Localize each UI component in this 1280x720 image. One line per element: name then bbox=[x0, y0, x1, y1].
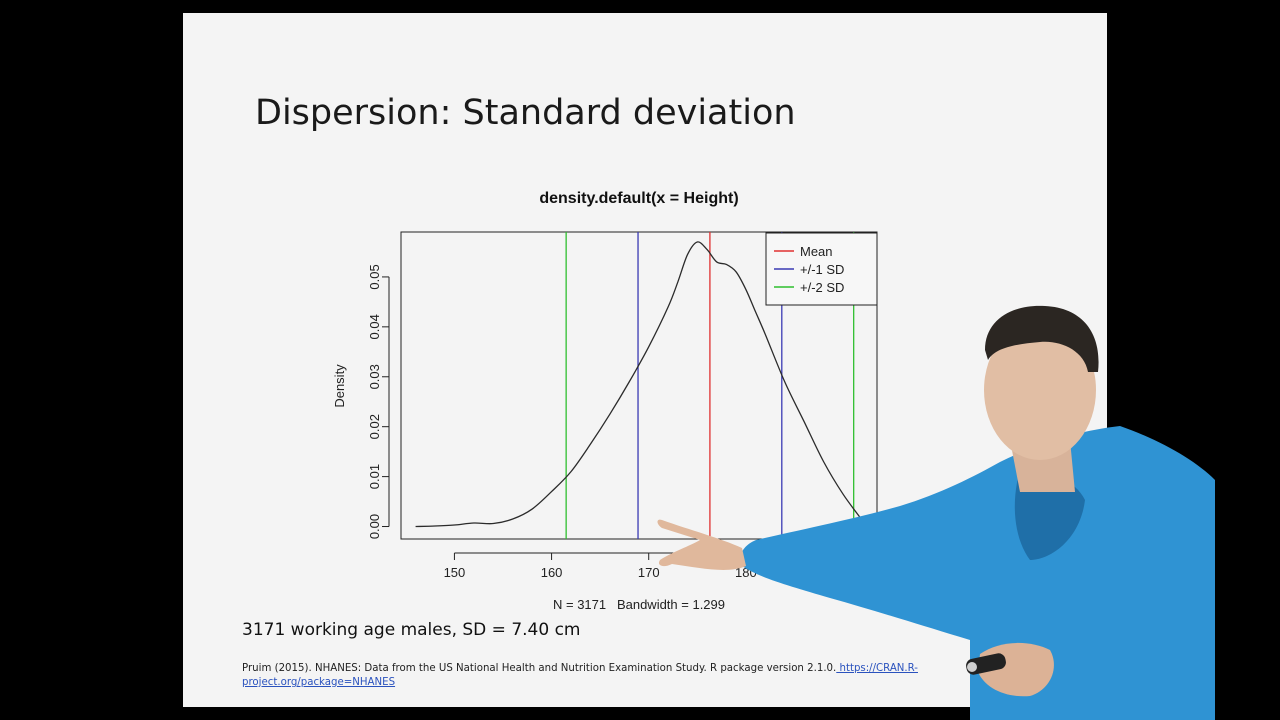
y-tick-label: 0.05 bbox=[367, 264, 382, 289]
x-axis-label: N = 3171 Bandwidth = 1.299 bbox=[553, 597, 725, 612]
y-tick-label: 0.03 bbox=[367, 364, 382, 389]
slide-caption: 3171 working age males, SD = 7.40 cm bbox=[242, 620, 581, 640]
presenter-hoodie bbox=[740, 426, 1215, 720]
chart-legend: Mean +/-1 SD +/-2 SD bbox=[765, 232, 878, 306]
slide-title: Dispersion: Standard deviation bbox=[255, 93, 796, 133]
x-tick-label: 160 bbox=[541, 565, 563, 580]
density-chart: density.default(x = Height) 150 160 170 180… bbox=[332, 190, 878, 612]
density-curve bbox=[415, 241, 863, 528]
reference-link[interactable]: https://CRAN.R-project.org/package=NHANE… bbox=[242, 663, 918, 688]
presenter-hair bbox=[985, 305, 1099, 372]
y-axis-label: Density bbox=[332, 364, 347, 408]
legend-label: +/-2 SD bbox=[800, 280, 844, 295]
presenter-hood-shadow bbox=[1014, 470, 1085, 560]
x-tick-label: 170 bbox=[638, 565, 660, 580]
y-tick-label: 0.01 bbox=[367, 464, 382, 489]
presenter-pointing-hand bbox=[657, 519, 746, 570]
reference-text: Pruim (2015). NHANES: Data from the US N… bbox=[242, 662, 942, 690]
legend-label: +/-1 SD bbox=[800, 262, 844, 277]
y-tick-label: 0.02 bbox=[367, 414, 382, 439]
plot-frame bbox=[400, 231, 878, 540]
y-tick-label: 0.00 bbox=[367, 514, 382, 539]
presenter-head bbox=[984, 320, 1096, 460]
x-tick-label: 150 bbox=[444, 565, 466, 580]
clicker-light bbox=[967, 662, 977, 672]
chart-title: density.default(x = Height) bbox=[539, 190, 738, 207]
slide: Dispersion: Standard deviation density.d… bbox=[183, 13, 1107, 707]
legend-label: Mean bbox=[800, 244, 833, 259]
y-tick-label: 0.04 bbox=[367, 314, 382, 339]
reference-citation: Pruim (2015). NHANES: Data from the US N… bbox=[242, 663, 837, 674]
